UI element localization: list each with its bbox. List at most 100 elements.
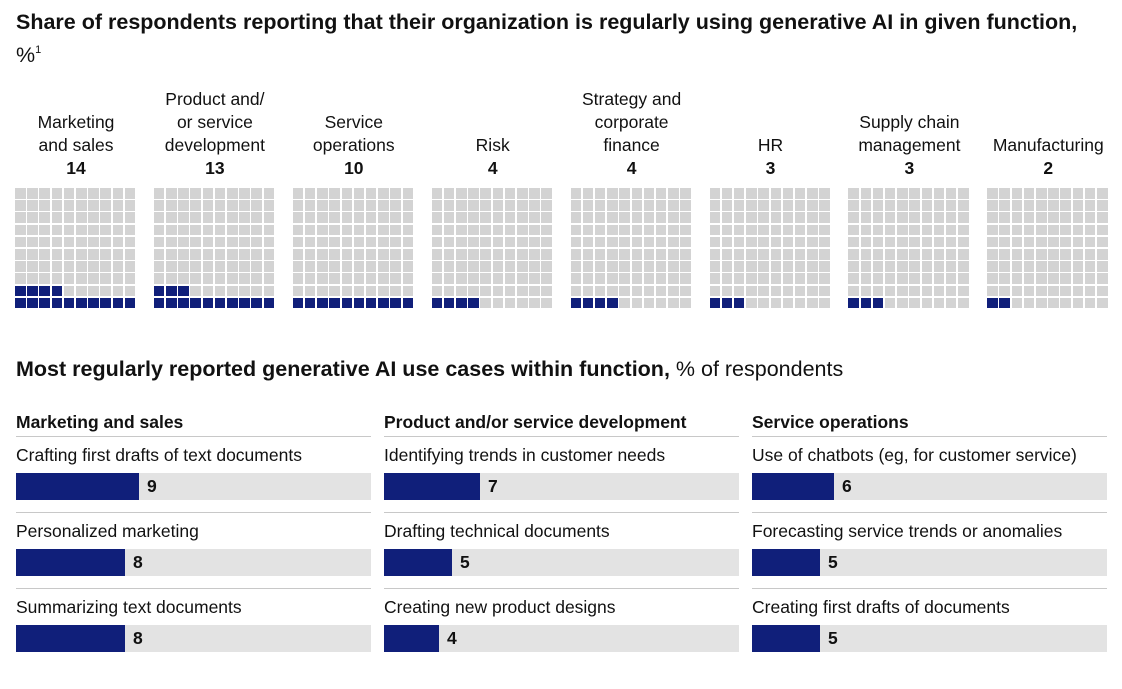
use-case-row: Forecasting service trends or anomalies 5 <box>752 512 1107 588</box>
waffle-category-label: Marketing and sales <box>37 112 115 155</box>
footnote-marker: 1 <box>35 44 42 56</box>
waffle-cell-empty <box>680 249 691 260</box>
waffle-cell-empty <box>166 249 177 260</box>
waffle-cell-empty <box>709 236 720 248</box>
waffle-cell-filled <box>227 297 238 309</box>
waffle-cell-empty <box>1011 273 1023 284</box>
waffle-cell-empty <box>872 261 884 272</box>
waffle-cell-filled <box>431 297 443 309</box>
waffle-cell-empty <box>329 273 340 284</box>
waffle-cell-empty <box>999 261 1010 272</box>
waffle-cell-empty <box>872 212 884 223</box>
waffle-category-label: Service operations <box>312 112 395 155</box>
waffle-cell-empty <box>733 249 745 260</box>
waffle-cell-empty <box>1097 236 1108 248</box>
chart-title-unit: % <box>16 43 36 67</box>
waffle-cell-empty <box>819 224 830 236</box>
waffle-cell-empty <box>329 212 340 223</box>
waffle-cell-empty <box>819 236 830 248</box>
waffle-cell-empty <box>492 249 504 260</box>
waffle-cell-empty <box>945 200 957 211</box>
waffle-cell-empty <box>51 200 63 211</box>
use-case-group-title: Marketing and sales <box>16 412 184 432</box>
waffle-cell-empty <box>1036 224 1047 236</box>
waffle-cell-empty <box>402 236 414 248</box>
waffle-cell-empty <box>51 212 63 223</box>
waffle-cell-empty <box>770 273 781 284</box>
waffle-cell-empty <box>733 285 745 297</box>
waffle-cell-empty <box>504 261 516 272</box>
waffle-cell-empty <box>958 212 969 223</box>
waffle-cell-empty <box>431 261 443 272</box>
waffle-cell-empty <box>100 188 111 199</box>
waffle-cell-empty <box>124 273 136 284</box>
waffle-cell-empty <box>582 273 594 284</box>
waffle-cell-empty <box>631 200 643 211</box>
waffle-grid <box>153 188 276 310</box>
waffle-cell-empty <box>402 273 414 284</box>
waffle-cell-empty <box>884 200 896 211</box>
waffle-cell-empty <box>1097 297 1108 309</box>
waffle-cell-empty <box>619 273 630 284</box>
waffle-cell-empty <box>456 285 467 297</box>
waffle-cell-empty <box>88 224 99 236</box>
waffle-cell-empty <box>631 224 643 236</box>
waffle-cell-empty <box>733 273 745 284</box>
waffle-cell-empty <box>1036 297 1047 309</box>
waffle-cell-empty <box>227 285 238 297</box>
waffle-cell-empty <box>88 285 99 297</box>
waffle-cell-empty <box>1097 273 1108 284</box>
waffle-cell-empty <box>668 236 679 248</box>
waffle-cell-empty <box>166 273 177 284</box>
waffle-cell-filled <box>378 297 389 309</box>
waffle-cell-empty <box>1023 212 1035 223</box>
waffle-cell-empty <box>668 285 679 297</box>
waffle-cell-empty <box>178 224 189 236</box>
waffle-cell-empty <box>202 224 214 236</box>
waffle-cell-empty <box>492 236 504 248</box>
waffle-cell-empty <box>680 273 691 284</box>
waffle-cell-empty <box>15 249 26 260</box>
waffle-cell-empty <box>958 261 969 272</box>
waffle-cell-empty <box>958 273 969 284</box>
use-case-label: Crafting first drafts of text documents <box>16 445 302 465</box>
waffle-cell-empty <box>178 261 189 272</box>
waffle-cell-filled <box>63 297 75 309</box>
waffle-cell-empty <box>680 200 691 211</box>
waffle-cell-empty <box>456 212 467 223</box>
waffle-cell-empty <box>365 249 377 260</box>
waffle-cell-empty <box>668 200 679 211</box>
waffle-cell-empty <box>468 285 479 297</box>
waffle-cell-empty <box>860 261 872 272</box>
waffle-cell-empty <box>63 236 75 248</box>
waffle-cell-empty <box>541 212 552 223</box>
waffle-cell-empty <box>1048 261 1059 272</box>
waffle-cell-empty <box>541 224 552 236</box>
waffle-cell-empty <box>1060 236 1071 248</box>
waffle-cell-empty <box>709 188 720 199</box>
waffle-cell-empty <box>848 188 859 199</box>
waffle-header: HR 3 <box>710 88 832 180</box>
waffle-cell-empty <box>987 249 998 260</box>
waffle-cell-empty <box>1084 273 1096 284</box>
waffle-cell-empty <box>378 224 389 236</box>
waffle-cell-empty <box>921 285 933 297</box>
waffle-cell-empty <box>770 200 781 211</box>
waffle-cell-empty <box>594 212 606 223</box>
waffle-cell-empty <box>582 236 594 248</box>
use-case-bar <box>752 473 834 500</box>
waffle-cell-empty <box>227 236 238 248</box>
waffle-cell-empty <box>124 285 136 297</box>
waffle-cell-empty <box>341 224 353 236</box>
waffle-cell-empty <box>353 224 365 236</box>
waffle-cell-empty <box>329 261 340 272</box>
waffle-cell-empty <box>933 249 945 260</box>
use-case-row: Drafting technical documents 5 <box>384 512 739 588</box>
waffle-cell-empty <box>390 200 401 211</box>
waffle-cell-empty <box>378 285 389 297</box>
waffle-cell-filled <box>51 297 63 309</box>
use-case-row: Creating new product designs 4 <box>384 588 739 664</box>
waffle-cell-empty <box>353 273 365 284</box>
waffle-cell-empty <box>848 249 859 260</box>
waffle-cell-empty <box>758 188 769 199</box>
